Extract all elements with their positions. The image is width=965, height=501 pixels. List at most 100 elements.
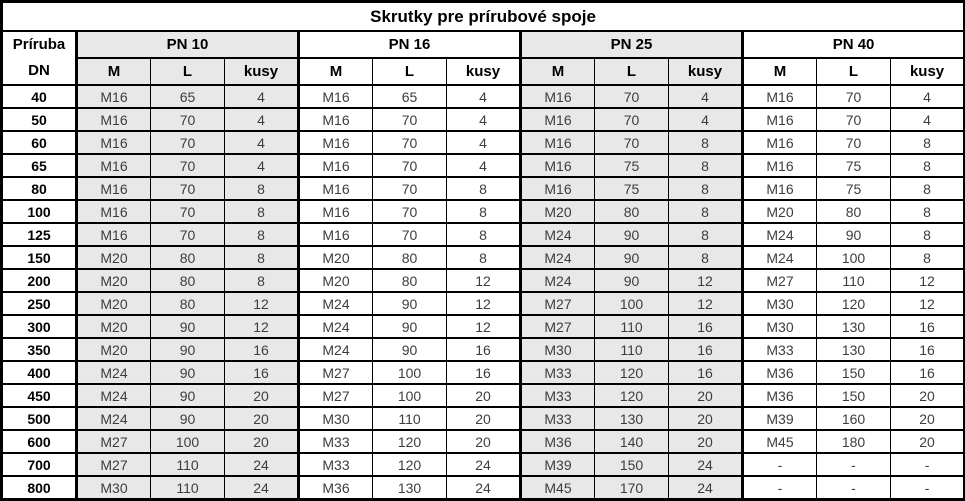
cell-pn40-m: M24 xyxy=(741,245,817,270)
table-row: 125 M16 70 8 M16 70 8 M24 90 8 M24 90 8 xyxy=(1,222,965,247)
cell-dn: 450 xyxy=(1,383,78,408)
cell-pn16-kusy: 4 xyxy=(446,130,521,155)
cell-pn25-l: 110 xyxy=(594,337,669,362)
cell-dn: 40 xyxy=(1,84,78,109)
cell-pn10-kusy: 24 xyxy=(224,475,299,501)
cell-pn25-l: 70 xyxy=(594,84,669,109)
cell-pn25-kusy: 16 xyxy=(668,337,743,362)
cell-pn10-kusy: 8 xyxy=(224,268,299,293)
cell-pn40-m: M16 xyxy=(741,84,817,109)
cell-pn25-m: M16 xyxy=(519,176,595,201)
cell-pn10-l: 70 xyxy=(150,107,225,132)
cell-dn: 80 xyxy=(1,176,78,201)
cell-pn40-l: 70 xyxy=(816,84,891,109)
cell-pn16-m: M27 xyxy=(297,383,373,408)
cell-pn16-m: M27 xyxy=(297,360,373,385)
table-row: 800 M30 110 24 M36 130 24 M45 170 24- - - xyxy=(1,475,965,501)
cell-pn16-l: 80 xyxy=(372,268,447,293)
cell-pn40-m: - xyxy=(741,475,817,501)
cell-pn25-kusy: 4 xyxy=(668,84,743,109)
cell-pn40-kusy: 12 xyxy=(889,291,965,316)
subheader-pn25-kusy: kusy xyxy=(668,57,743,86)
cell-pn40-m: M16 xyxy=(741,153,817,178)
cell-pn16-kusy: 16 xyxy=(446,337,521,362)
cell-pn10-l: 70 xyxy=(150,130,225,155)
cell-dn: 600 xyxy=(1,429,78,454)
cell-pn25-kusy: 16 xyxy=(668,360,743,385)
cell-pn40-kusy: 16 xyxy=(889,314,965,339)
table-row: 80 M16 70 8 M16 70 8 M16 75 8 M16 75 8 xyxy=(1,176,965,201)
cell-pn40-l: - xyxy=(816,475,891,501)
cell-pn16-kusy: 20 xyxy=(446,383,521,408)
cell-pn10-l: 90 xyxy=(150,314,225,339)
cell-pn25-l: 90 xyxy=(594,268,669,293)
cell-pn25-kusy: 12 xyxy=(668,291,743,316)
cell-pn16-kusy: 24 xyxy=(446,475,521,501)
cell-pn40-l: 130 xyxy=(816,314,891,339)
subheader-pn40-kusy: kusy xyxy=(889,57,965,86)
cell-pn10-l: 110 xyxy=(150,475,225,501)
cell-pn25-l: 70 xyxy=(594,107,669,132)
cell-pn10-m: M24 xyxy=(75,406,151,431)
cell-pn40-m: M33 xyxy=(741,337,817,362)
group-header-pn10: PN 10 xyxy=(75,30,299,59)
cell-pn40-m: M27 xyxy=(741,268,817,293)
cell-pn40-l: 110 xyxy=(816,268,891,293)
cell-pn25-kusy: 8 xyxy=(668,176,743,201)
table-row: 700 M27 110 24 M33 120 24 M39 150 24- - - xyxy=(1,452,965,477)
cell-dn: 350 xyxy=(1,337,78,362)
cell-pn25-l: 90 xyxy=(594,222,669,247)
group-header-row: Príruba DN PN 10 PN 16 PN 25 PN 40 xyxy=(1,30,965,86)
cell-pn25-m: M24 xyxy=(519,245,595,270)
cell-dn: 800 xyxy=(1,475,78,501)
cell-pn25-kusy: 16 xyxy=(668,314,743,339)
cell-pn10-m: M27 xyxy=(75,452,151,477)
cell-pn16-m: M16 xyxy=(297,84,373,109)
cell-pn10-kusy: 8 xyxy=(224,199,299,224)
cell-pn10-l: 80 xyxy=(150,291,225,316)
cell-pn25-m: M27 xyxy=(519,314,595,339)
cell-pn25-kusy: 8 xyxy=(668,130,743,155)
subheader-pn10-l: L xyxy=(150,57,225,86)
group-header-pn16: PN 16 xyxy=(297,30,521,59)
cell-pn16-l: 100 xyxy=(372,383,447,408)
table-row: 60 M16 70 4 M16 70 4 M16 70 8 M16 70 8 xyxy=(1,130,965,155)
cell-pn25-m: M36 xyxy=(519,429,595,454)
cell-pn10-m: M20 xyxy=(75,337,151,362)
group-header-pn25: PN 25 xyxy=(519,30,743,59)
sub-header-row: M L kusy M L kusy M L kusy M L kusy xyxy=(2,57,965,86)
cell-pn25-m: M30 xyxy=(519,337,595,362)
cell-pn16-l: 70 xyxy=(372,107,447,132)
cell-pn40-m: M24 xyxy=(741,222,817,247)
cell-pn16-l: 90 xyxy=(372,291,447,316)
cell-pn10-kusy: 8 xyxy=(224,222,299,247)
cell-pn40-m: M16 xyxy=(741,107,817,132)
cell-pn25-l: 75 xyxy=(594,153,669,178)
cell-pn16-kusy: 20 xyxy=(446,429,521,454)
cell-pn40-kusy: 12 xyxy=(889,268,965,293)
cell-pn16-kusy: 20 xyxy=(446,406,521,431)
cell-pn10-l: 65 xyxy=(150,84,225,109)
cell-pn10-l: 70 xyxy=(150,199,225,224)
table-row: 65 M16 70 4 M16 70 4 M16 75 8 M16 75 8 xyxy=(1,153,965,178)
cell-pn10-kusy: 20 xyxy=(224,406,299,431)
cell-pn10-kusy: 4 xyxy=(224,84,299,109)
subheader-pn40-l: L xyxy=(816,57,891,86)
cell-pn10-m: M16 xyxy=(75,199,151,224)
cell-pn25-m: M33 xyxy=(519,406,595,431)
cell-pn16-kusy: 4 xyxy=(446,84,521,109)
table-row: 600 M27 100 20 M33 120 20 M36 140 20 M45 180 20 xyxy=(1,429,965,454)
cell-pn25-l: 150 xyxy=(594,452,669,477)
cell-pn40-l: 180 xyxy=(816,429,891,454)
subheader-pn40-m: M xyxy=(741,57,817,86)
table-row: 200 M20 80 8 M20 80 12 M24 90 12 M27 110 12 xyxy=(1,268,965,293)
cell-pn40-kusy: 4 xyxy=(889,107,965,132)
subheader-pn16-l: L xyxy=(372,57,447,86)
cell-pn10-m: M20 xyxy=(75,314,151,339)
cell-pn16-kusy: 12 xyxy=(446,291,521,316)
cell-pn40-l: 120 xyxy=(816,291,891,316)
cell-pn16-m: M16 xyxy=(297,107,373,132)
cell-pn25-m: M33 xyxy=(519,383,595,408)
cell-pn40-kusy: 20 xyxy=(889,429,965,454)
cell-pn40-m: M16 xyxy=(741,130,817,155)
